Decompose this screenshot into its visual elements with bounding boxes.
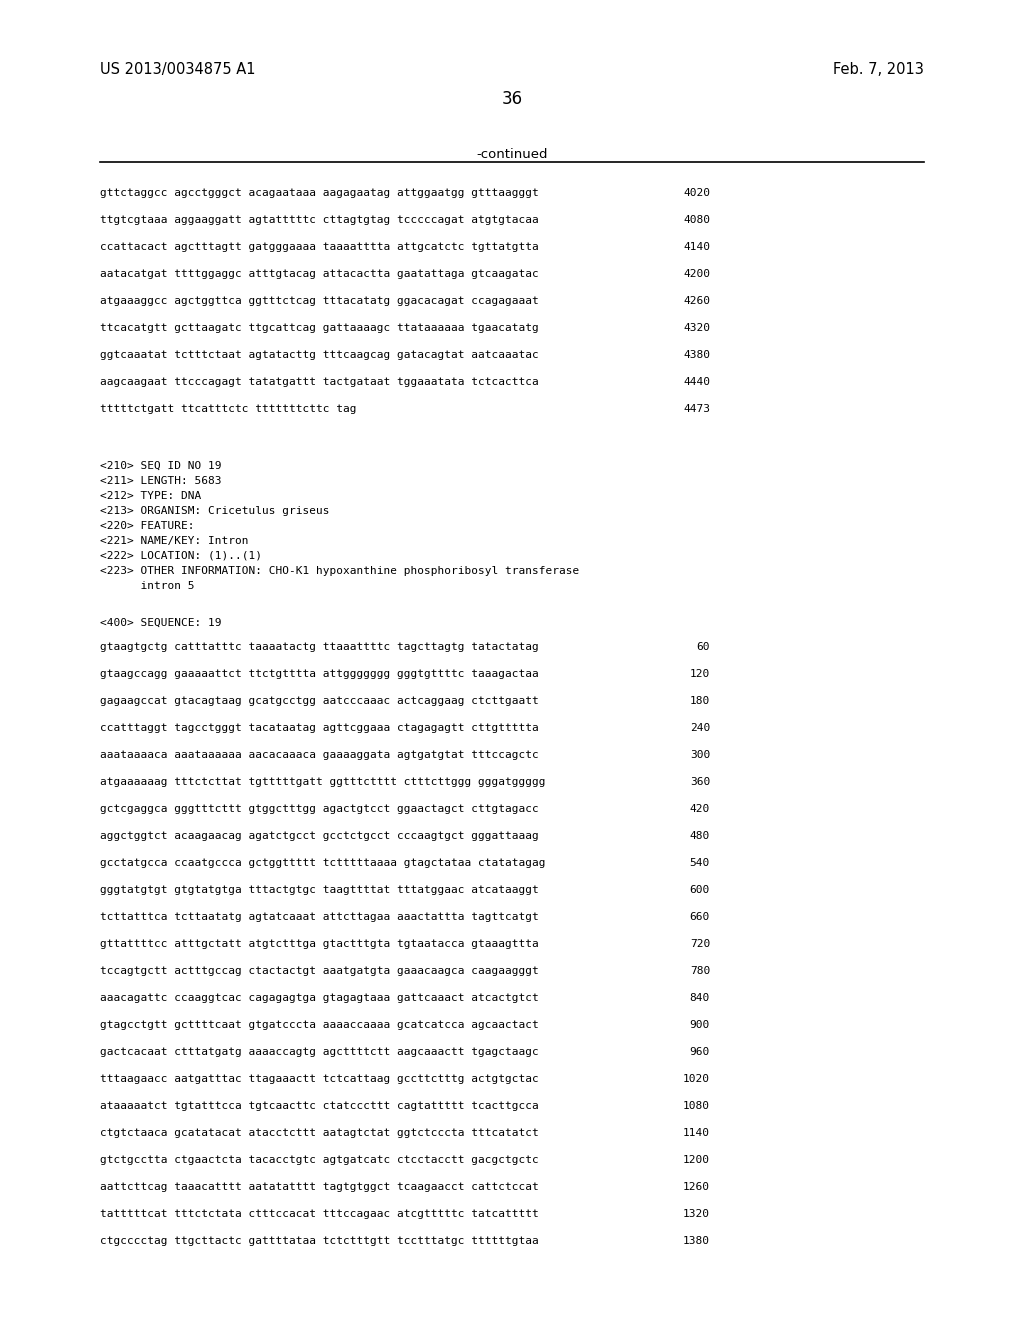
Text: 60: 60 bbox=[696, 642, 710, 652]
Text: US 2013/0034875 A1: US 2013/0034875 A1 bbox=[100, 62, 256, 77]
Text: ccattacact agctttagtt gatgggaaaa taaaatttta attgcatctc tgttatgtta: ccattacact agctttagtt gatgggaaaa taaaatt… bbox=[100, 242, 539, 252]
Text: 660: 660 bbox=[690, 912, 710, 921]
Text: <210> SEQ ID NO 19: <210> SEQ ID NO 19 bbox=[100, 461, 221, 471]
Text: Feb. 7, 2013: Feb. 7, 2013 bbox=[834, 62, 924, 77]
Text: aggctggtct acaagaacag agatctgcct gcctctgcct cccaagtgct gggattaaag: aggctggtct acaagaacag agatctgcct gcctctg… bbox=[100, 832, 539, 841]
Text: ccatttaggt tagcctgggt tacataatag agttcggaaa ctagagagtt cttgttttta: ccatttaggt tagcctgggt tacataatag agttcgg… bbox=[100, 723, 539, 733]
Text: ctgtctaaca gcatatacat atacctcttt aatagtctat ggtctcccta tttcatatct: ctgtctaaca gcatatacat atacctcttt aatagtc… bbox=[100, 1129, 539, 1138]
Text: -continued: -continued bbox=[476, 148, 548, 161]
Text: gtagcctgtt gcttttcaat gtgatcccta aaaaccaaaa gcatcatcca agcaactact: gtagcctgtt gcttttcaat gtgatcccta aaaacca… bbox=[100, 1020, 539, 1030]
Text: gttctaggcc agcctgggct acagaataaa aagagaatag attggaatgg gtttaagggt: gttctaggcc agcctgggct acagaataaa aagagaa… bbox=[100, 187, 539, 198]
Text: 1140: 1140 bbox=[683, 1129, 710, 1138]
Text: ggtcaaatat tctttctaat agtatacttg tttcaagcag gatacagtat aatcaaatac: ggtcaaatat tctttctaat agtatacttg tttcaag… bbox=[100, 350, 539, 360]
Text: <212> TYPE: DNA: <212> TYPE: DNA bbox=[100, 491, 202, 502]
Text: gtaagtgctg catttatttc taaaatactg ttaaattttc tagcttagtg tatactatag: gtaagtgctg catttatttc taaaatactg ttaaatt… bbox=[100, 642, 539, 652]
Text: <222> LOCATION: (1)..(1): <222> LOCATION: (1)..(1) bbox=[100, 550, 262, 561]
Text: 4140: 4140 bbox=[683, 242, 710, 252]
Text: gggtatgtgt gtgtatgtga tttactgtgc taagttttat tttatggaac atcataaggt: gggtatgtgt gtgtatgtga tttactgtgc taagttt… bbox=[100, 884, 539, 895]
Text: 540: 540 bbox=[690, 858, 710, 869]
Text: 1380: 1380 bbox=[683, 1236, 710, 1246]
Text: 300: 300 bbox=[690, 750, 710, 760]
Text: gtctgcctta ctgaactcta tacacctgtc agtgatcatc ctcctacctt gacgctgctc: gtctgcctta ctgaactcta tacacctgtc agtgatc… bbox=[100, 1155, 539, 1166]
Text: tccagtgctt actttgccag ctactactgt aaatgatgta gaaacaagca caagaagggt: tccagtgctt actttgccag ctactactgt aaatgat… bbox=[100, 966, 539, 975]
Text: 4260: 4260 bbox=[683, 296, 710, 306]
Text: 1020: 1020 bbox=[683, 1074, 710, 1084]
Text: <213> ORGANISM: Cricetulus griseus: <213> ORGANISM: Cricetulus griseus bbox=[100, 506, 330, 516]
Text: tatttttcat tttctctata ctttccacat tttccagaac atcgtttttc tatcattttt: tatttttcat tttctctata ctttccacat tttccag… bbox=[100, 1209, 539, 1218]
Text: intron 5: intron 5 bbox=[100, 581, 195, 591]
Text: 1260: 1260 bbox=[683, 1181, 710, 1192]
Text: 780: 780 bbox=[690, 966, 710, 975]
Text: 4380: 4380 bbox=[683, 350, 710, 360]
Text: 36: 36 bbox=[502, 90, 522, 108]
Text: 4200: 4200 bbox=[683, 269, 710, 279]
Text: <220> FEATURE:: <220> FEATURE: bbox=[100, 521, 195, 531]
Text: tttaagaacc aatgatttac ttagaaactt tctcattaag gccttctttg actgtgctac: tttaagaacc aatgatttac ttagaaactt tctcatt… bbox=[100, 1074, 539, 1084]
Text: 1080: 1080 bbox=[683, 1101, 710, 1111]
Text: <400> SEQUENCE: 19: <400> SEQUENCE: 19 bbox=[100, 618, 221, 628]
Text: aaataaaaca aaataaaaaa aacacaaaca gaaaaggata agtgatgtat tttccagctc: aaataaaaca aaataaaaaa aacacaaaca gaaaagg… bbox=[100, 750, 539, 760]
Text: 4320: 4320 bbox=[683, 323, 710, 333]
Text: ctgcccctag ttgcttactc gattttataa tctctttgtt tcctttatgc ttttttgtaa: ctgcccctag ttgcttactc gattttataa tctcttt… bbox=[100, 1236, 539, 1246]
Text: 480: 480 bbox=[690, 832, 710, 841]
Text: aattcttcag taaacatttt aatatatttt tagtgtggct tcaagaacct cattctccat: aattcttcag taaacatttt aatatatttt tagtgtg… bbox=[100, 1181, 539, 1192]
Text: gttattttcc atttgctatt atgtctttga gtactttgta tgtaatacca gtaaagttta: gttattttcc atttgctatt atgtctttga gtacttt… bbox=[100, 939, 539, 949]
Text: <211> LENGTH: 5683: <211> LENGTH: 5683 bbox=[100, 477, 221, 486]
Text: 600: 600 bbox=[690, 884, 710, 895]
Text: <221> NAME/KEY: Intron: <221> NAME/KEY: Intron bbox=[100, 536, 249, 546]
Text: gctcgaggca gggtttcttt gtggctttgg agactgtcct ggaactagct cttgtagacc: gctcgaggca gggtttcttt gtggctttgg agactgt… bbox=[100, 804, 539, 814]
Text: 840: 840 bbox=[690, 993, 710, 1003]
Text: ttcacatgtt gcttaagatc ttgcattcag gattaaaagc ttataaaaaa tgaacatatg: ttcacatgtt gcttaagatc ttgcattcag gattaaa… bbox=[100, 323, 539, 333]
Text: tttttctgatt ttcatttctc tttttttcttc tag: tttttctgatt ttcatttctc tttttttcttc tag bbox=[100, 404, 356, 414]
Text: 420: 420 bbox=[690, 804, 710, 814]
Text: 1200: 1200 bbox=[683, 1155, 710, 1166]
Text: aagcaagaat ttcccagagt tatatgattt tactgataat tggaaatata tctcacttca: aagcaagaat ttcccagagt tatatgattt tactgat… bbox=[100, 378, 539, 387]
Text: 4020: 4020 bbox=[683, 187, 710, 198]
Text: ttgtcgtaaa aggaaggatt agtatttttc cttagtgtag tcccccagat atgtgtacaa: ttgtcgtaaa aggaaggatt agtatttttc cttagtg… bbox=[100, 215, 539, 224]
Text: gactcacaat ctttatgatg aaaaccagtg agcttttctt aagcaaactt tgagctaagc: gactcacaat ctttatgatg aaaaccagtg agctttt… bbox=[100, 1047, 539, 1057]
Text: gagaagccat gtacagtaag gcatgcctgg aatcccaaac actcaggaag ctcttgaatt: gagaagccat gtacagtaag gcatgcctgg aatccca… bbox=[100, 696, 539, 706]
Text: 720: 720 bbox=[690, 939, 710, 949]
Text: 960: 960 bbox=[690, 1047, 710, 1057]
Text: 4473: 4473 bbox=[683, 404, 710, 414]
Text: ataaaaatct tgtatttcca tgtcaacttc ctatcccttt cagtattttt tcacttgcca: ataaaaatct tgtatttcca tgtcaacttc ctatccc… bbox=[100, 1101, 539, 1111]
Text: 240: 240 bbox=[690, 723, 710, 733]
Text: 120: 120 bbox=[690, 669, 710, 678]
Text: 4080: 4080 bbox=[683, 215, 710, 224]
Text: aaacagattc ccaaggtcac cagagagtga gtagagtaaa gattcaaact atcactgtct: aaacagattc ccaaggtcac cagagagtga gtagagt… bbox=[100, 993, 539, 1003]
Text: gtaagccagg gaaaaattct ttctgtttta attggggggg gggtgttttc taaagactaa: gtaagccagg gaaaaattct ttctgtttta attgggg… bbox=[100, 669, 539, 678]
Text: <223> OTHER INFORMATION: CHO-K1 hypoxanthine phosphoribosyl transferase: <223> OTHER INFORMATION: CHO-K1 hypoxant… bbox=[100, 566, 580, 576]
Text: aatacatgat ttttggaggc atttgtacag attacactta gaatattaga gtcaagatac: aatacatgat ttttggaggc atttgtacag attacac… bbox=[100, 269, 539, 279]
Text: 1320: 1320 bbox=[683, 1209, 710, 1218]
Text: 180: 180 bbox=[690, 696, 710, 706]
Text: 900: 900 bbox=[690, 1020, 710, 1030]
Text: 360: 360 bbox=[690, 777, 710, 787]
Text: 4440: 4440 bbox=[683, 378, 710, 387]
Text: tcttatttca tcttaatatg agtatcaaat attcttagaa aaactattta tagttcatgt: tcttatttca tcttaatatg agtatcaaat attctta… bbox=[100, 912, 539, 921]
Text: gcctatgcca ccaatgccca gctggttttt tctttttaaaa gtagctataa ctatatagag: gcctatgcca ccaatgccca gctggttttt tcttttt… bbox=[100, 858, 546, 869]
Text: atgaaaggcc agctggttca ggtttctcag tttacatatg ggacacagat ccagagaaat: atgaaaggcc agctggttca ggtttctcag tttacat… bbox=[100, 296, 539, 306]
Text: atgaaaaaag tttctcttat tgtttttgatt ggtttctttt ctttcttggg gggatggggg: atgaaaaaag tttctcttat tgtttttgatt ggtttc… bbox=[100, 777, 546, 787]
